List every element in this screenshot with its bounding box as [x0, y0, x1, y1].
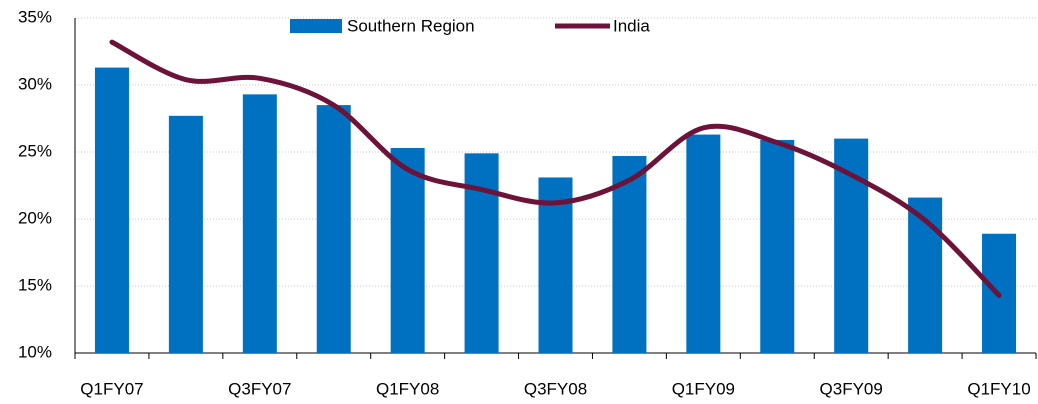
legend-label: India — [613, 16, 650, 35]
legend-swatch — [290, 19, 342, 33]
y-tick-label: 15% — [18, 275, 52, 294]
x-tick-label: Q3FY09 — [820, 379, 883, 398]
x-tick-label: Q3FY07 — [228, 379, 291, 398]
y-tick-label: 20% — [18, 208, 52, 227]
bar — [464, 153, 499, 353]
bar — [94, 67, 129, 353]
x-tick-label: Q1FY07 — [80, 379, 143, 398]
x-tick-label: Q3FY08 — [524, 379, 587, 398]
bar — [612, 156, 647, 353]
bar — [538, 177, 573, 353]
y-tick-label: 30% — [18, 74, 52, 93]
bar — [168, 115, 203, 353]
y-tick-label: 35% — [18, 7, 52, 26]
bar — [316, 105, 351, 353]
y-tick-label: 10% — [18, 342, 52, 361]
line — [109, 39, 1002, 298]
x-tick-label: Q1FY08 — [376, 379, 439, 398]
y-tick-label: 25% — [18, 141, 52, 160]
bar — [760, 139, 795, 353]
bar — [242, 94, 277, 353]
x-tick-label: Q1FY09 — [672, 379, 735, 398]
x-tick-label: Q1FY10 — [967, 379, 1030, 398]
legend-label: Southern Region — [347, 16, 475, 35]
bar — [390, 147, 425, 353]
bar — [686, 134, 721, 353]
